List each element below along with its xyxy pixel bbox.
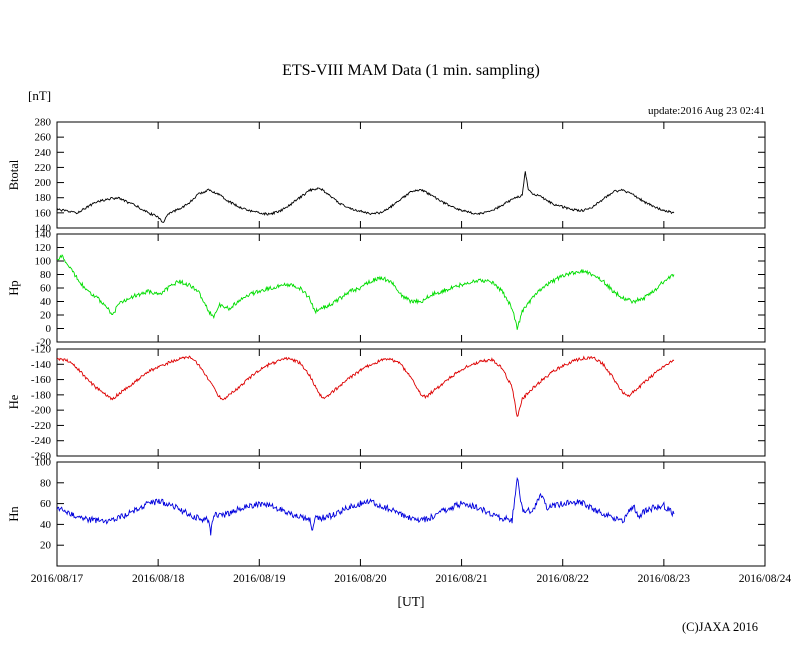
- svg-text:140: 140: [35, 229, 52, 241]
- svg-text:260: 260: [35, 132, 52, 144]
- svg-text:20: 20: [40, 540, 52, 552]
- svg-text:100: 100: [35, 457, 52, 469]
- svg-text:2016/08/22: 2016/08/22: [537, 573, 590, 585]
- svg-text:200: 200: [35, 177, 52, 189]
- svg-text:40: 40: [40, 296, 52, 308]
- svg-text:80: 80: [40, 477, 52, 489]
- x-axis-label: [UT]: [397, 594, 425, 609]
- svg-text:100: 100: [35, 256, 52, 268]
- svg-text:2016/08/18: 2016/08/18: [132, 573, 185, 585]
- svg-text:20: 20: [40, 310, 52, 322]
- svg-text:240: 240: [35, 147, 52, 159]
- svg-text:180: 180: [35, 192, 52, 204]
- svg-text:-180: -180: [31, 389, 52, 401]
- svg-text:280: 280: [35, 117, 52, 129]
- svg-text:140: 140: [35, 223, 52, 235]
- svg-text:160: 160: [35, 207, 52, 219]
- unit-label: [nT]: [28, 88, 52, 103]
- svg-text:120: 120: [35, 242, 52, 254]
- svg-text:-240: -240: [31, 435, 52, 447]
- svg-text:60: 60: [40, 498, 52, 510]
- svg-text:60: 60: [40, 283, 52, 295]
- svg-text:2016/08/24: 2016/08/24: [739, 573, 792, 585]
- copyright-label: (C)JAXA 2016: [681, 620, 758, 634]
- svg-text:80: 80: [40, 269, 52, 281]
- chart-title: ETS-VIII MAM Data (1 min. sampling): [282, 62, 540, 79]
- svg-text:-260: -260: [31, 451, 52, 463]
- svg-text:-200: -200: [31, 405, 52, 417]
- svg-text:220: 220: [35, 162, 52, 174]
- svg-text:2016/08/23: 2016/08/23: [638, 573, 691, 585]
- svg-text:-120: -120: [31, 344, 52, 356]
- svg-text:2016/08/17: 2016/08/17: [31, 573, 84, 585]
- svg-text:-140: -140: [31, 359, 52, 371]
- svg-text:40: 40: [40, 519, 52, 531]
- svg-text:-160: -160: [31, 374, 52, 386]
- svg-text:2016/08/21: 2016/08/21: [435, 573, 488, 585]
- svg-text:0: 0: [46, 323, 52, 335]
- update-timestamp: update:2016 Aug 23 02:41: [647, 105, 765, 117]
- svg-text:2016/08/19: 2016/08/19: [233, 573, 286, 585]
- svg-text:-20: -20: [36, 337, 51, 349]
- svg-text:-220: -220: [31, 420, 52, 432]
- svg-text:2016/08/20: 2016/08/20: [334, 573, 387, 585]
